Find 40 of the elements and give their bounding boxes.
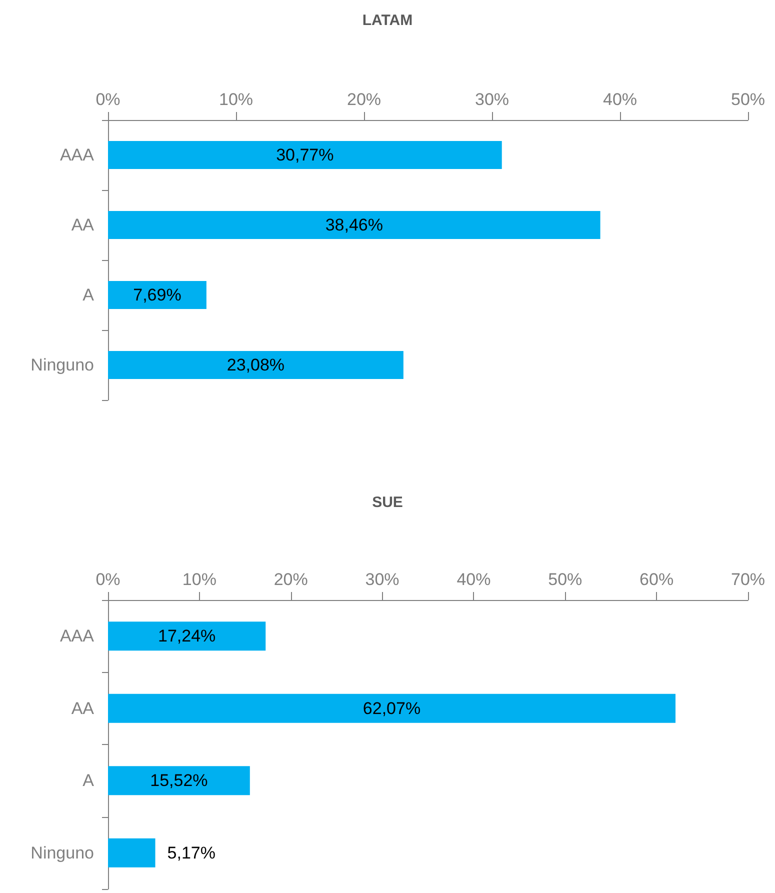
x-tick-label: 40% xyxy=(602,90,638,109)
bar xyxy=(108,694,676,723)
x-tick-label: 50% xyxy=(548,570,582,589)
data-label: 23,08% xyxy=(226,356,285,374)
x-tick-label: 30% xyxy=(474,90,510,109)
x-tick-label: 0% xyxy=(96,90,120,109)
x-tick-label: 0% xyxy=(96,570,120,589)
data-label: 38,46% xyxy=(325,216,383,234)
y-tick-label: Ninguno xyxy=(30,356,94,374)
x-tick-label: 10% xyxy=(182,570,216,589)
y-tick-label: A xyxy=(82,286,95,304)
chart-title: LATAM xyxy=(362,12,413,29)
bar xyxy=(108,622,266,651)
y-tick-label: AA xyxy=(71,216,95,234)
x-tick-label: 20% xyxy=(274,570,308,589)
bar xyxy=(108,211,600,239)
data-label: 7,69% xyxy=(133,286,182,304)
x-tick-label: 70% xyxy=(730,570,766,589)
data-label: 15,52% xyxy=(150,771,208,790)
x-tick-label: 60% xyxy=(640,570,674,589)
y-tick-label: A xyxy=(82,771,95,790)
bar xyxy=(108,838,156,868)
bar xyxy=(108,141,502,169)
chart-title: SUE xyxy=(372,494,403,511)
x-tick-label: 30% xyxy=(365,570,400,589)
x-tick-label: 40% xyxy=(456,570,491,589)
data-label: 5,17% xyxy=(167,843,216,862)
y-tick-label: Ninguno xyxy=(30,843,94,862)
x-tick-label: 10% xyxy=(218,90,254,109)
data-label: 62,07% xyxy=(362,698,421,718)
bar xyxy=(108,281,206,309)
y-tick-label: AAA xyxy=(60,146,95,164)
data-label: 30,77% xyxy=(276,146,334,164)
bar xyxy=(108,351,404,379)
bar xyxy=(108,766,250,796)
x-tick-label: 20% xyxy=(346,90,382,109)
x-tick-label: 50% xyxy=(730,90,766,109)
y-tick-label: AAA xyxy=(60,626,95,646)
data-label: 17,24% xyxy=(158,626,216,646)
y-tick-label: AA xyxy=(71,698,95,718)
